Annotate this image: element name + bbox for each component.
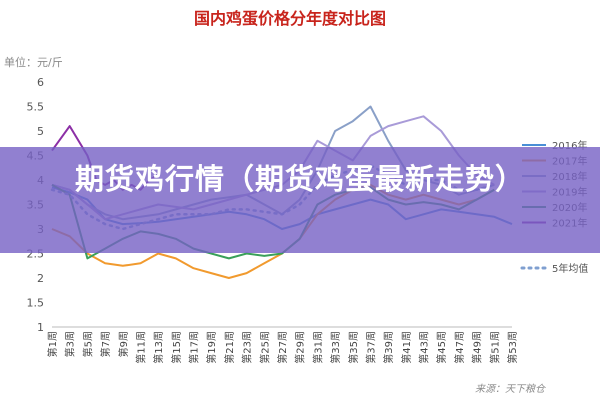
chart-title: 国内鸡蛋价格分年度对比图 <box>194 9 386 28</box>
x-tick-label: 第41周 <box>400 331 413 364</box>
y-tick-label: 2 <box>37 272 44 285</box>
x-tick-label: 第31周 <box>311 331 324 364</box>
x-tick-label: 第49周 <box>471 331 484 364</box>
headline-text: 期货鸡行情（期货鸡蛋最新走势） <box>74 162 525 196</box>
y-tick-label: 1 <box>37 321 44 334</box>
legend-label: 5年均值 <box>552 262 588 275</box>
x-tick-label: 第27周 <box>276 331 289 364</box>
x-tick-label: 第21周 <box>223 331 236 364</box>
y-tick-label: 6 <box>37 76 44 89</box>
y-tick-label: 5 <box>37 125 44 138</box>
x-tick-label: 第19周 <box>205 331 218 364</box>
x-tick-label: 第51周 <box>488 331 501 364</box>
x-tick-label: 第47周 <box>453 331 466 364</box>
x-tick-label: 第35周 <box>347 331 360 364</box>
x-tick-label: 第13周 <box>152 331 165 364</box>
x-tick-label: 第1周 <box>46 331 59 357</box>
y-tick-label: 5.5 <box>27 101 45 114</box>
x-tick-label: 第45周 <box>435 331 448 364</box>
x-tick-label: 第5周 <box>81 331 94 357</box>
x-tick-label: 第53周 <box>506 331 519 364</box>
source-label: 来源：天下粮仓 <box>475 383 546 395</box>
x-tick-label: 第29周 <box>294 331 307 364</box>
x-tick-label: 第23周 <box>241 331 254 364</box>
x-axis: 第1周 第3周 第5周 第7周 第9周 第11周 第13周 第15周 第17周 第19周 第21周第… <box>46 326 519 364</box>
x-tick-label: 第15周 <box>170 331 183 364</box>
x-tick-label: 第37周 <box>364 331 377 364</box>
x-tick-label: 第43周 <box>418 331 431 364</box>
x-tick-label: 第17周 <box>188 331 201 364</box>
x-tick-label: 第33周 <box>329 331 342 364</box>
x-tick-label: 第11周 <box>134 331 147 364</box>
unit-label: 单位：元/斤 <box>4 55 63 69</box>
x-tick-label: 第25周 <box>258 331 271 364</box>
headline-banner <box>0 147 600 253</box>
x-tick-label: 第39周 <box>382 331 395 364</box>
x-tick-label: 第7周 <box>99 331 112 357</box>
y-tick-label: 1.5 <box>27 297 45 310</box>
x-tick-label: 第3周 <box>64 331 77 357</box>
x-tick-label: 第9周 <box>117 331 130 357</box>
